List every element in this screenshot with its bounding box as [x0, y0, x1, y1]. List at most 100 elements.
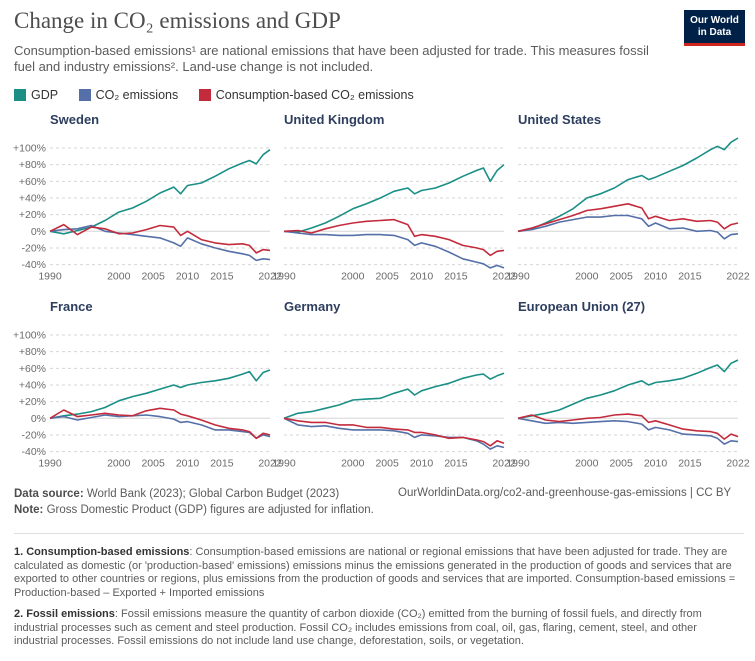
series-line-consumption[interactable] — [517, 203, 739, 233]
series-line-co2[interactable] — [517, 417, 739, 445]
legend-item-gdp[interactable]: GDP — [14, 88, 58, 102]
logo-line-2: in Data — [697, 27, 732, 38]
legend-swatch-gdp — [14, 89, 26, 101]
footnote-1: 1. Consumption-based emissions: Consumpt… — [14, 546, 742, 600]
y-tick-label: +20% — [19, 209, 46, 221]
series-line-co2[interactable] — [49, 414, 271, 440]
x-tick-label: 2010 — [410, 458, 434, 470]
x-tick-label: 2010 — [644, 458, 668, 470]
panel-germany: Germany 1990 2000 2005 2010 2015 2022 — [272, 299, 516, 470]
data-source: Data source: World Bank (2023); Global C… — [14, 487, 744, 502]
footnote-2-label: 2. Fossil emissions — [14, 608, 115, 620]
footer-divider — [14, 533, 744, 534]
note-label: Note: — [14, 504, 44, 516]
series-line-gdp[interactable] — [49, 149, 271, 235]
x-tick-label: 2000 — [341, 271, 365, 283]
data-source-text: World Bank (2023); Global Carbon Budget … — [86, 488, 340, 500]
x-tick-label: 2005 — [609, 458, 633, 470]
x-tick-label: 2015 — [678, 271, 702, 283]
y-tick-label: +60% — [19, 176, 46, 188]
series-line-gdp[interactable] — [283, 372, 505, 420]
chart-subtitle: Consumption-based emissions¹ are nationa… — [14, 43, 649, 74]
series-line-gdp[interactable] — [49, 369, 271, 420]
x-tick-label: 2000 — [107, 458, 131, 470]
y-tick-label: +40% — [19, 192, 46, 204]
legend-item-co2[interactable]: CO₂ emissions — [78, 88, 179, 102]
panel-title: France — [50, 299, 93, 314]
x-tick-label: 1990 — [272, 271, 296, 283]
x-tick-label: 2022 — [726, 458, 750, 470]
x-tick-label: 2015 — [210, 271, 234, 283]
series-line-co2[interactable] — [283, 417, 505, 450]
panel-title: United States — [518, 112, 601, 127]
x-tick-label: 1990 — [506, 458, 530, 470]
y-tick-label: -40% — [21, 259, 46, 271]
source-url-link[interactable]: OurWorldinData.org/co2-and-greenhouse-ga… — [398, 487, 732, 499]
series-line-gdp[interactable] — [517, 359, 739, 420]
series-line-gdp[interactable] — [283, 164, 505, 233]
y-tick-label: 0% — [31, 226, 46, 238]
panel-title: Sweden — [50, 112, 99, 127]
small-multiples-chart: Sweden+100%+80%+60%+40%+20%0%-20%-40%199… — [13, 112, 750, 470]
panel-title: Germany — [284, 299, 341, 314]
chart-title: Change in CO₂ emissions and GDP — [14, 8, 341, 33]
x-tick-label: 2015 — [444, 271, 468, 283]
y-tick-label: -20% — [21, 429, 46, 441]
series-line-consumption[interactable] — [283, 417, 505, 447]
panel-title: European Union (27) — [518, 299, 645, 314]
x-tick-label: 2000 — [575, 458, 599, 470]
x-tick-label: 2005 — [609, 271, 633, 283]
x-tick-label: 2022 — [492, 458, 516, 470]
x-tick-label: 2022 — [258, 458, 282, 470]
series-line-consumption[interactable] — [49, 223, 271, 254]
x-tick-label: 2005 — [375, 458, 399, 470]
series-line-consumption[interactable] — [283, 218, 505, 257]
x-tick-label: 2005 — [141, 458, 165, 470]
x-tick-label: 2022 — [258, 271, 282, 283]
y-tick-label: -20% — [21, 242, 46, 254]
series-line-consumption[interactable] — [49, 407, 271, 440]
legend: GDP CO₂ emissions Consumption-based CO₂ … — [14, 88, 431, 104]
panel-sweden: Sweden +100% +80% +60% +40% +20% 0% -20% -40%199… — [13, 112, 282, 283]
x-tick-label: 2010 — [176, 458, 200, 470]
series-line-co2[interactable] — [49, 224, 271, 262]
series-line-consumption[interactable] — [517, 413, 739, 440]
owid-logo[interactable]: Our World in Data — [684, 10, 745, 46]
series-line-co2[interactable] — [283, 230, 505, 269]
panel-united-states: United States 1990 2000 2005 2010 2015 2022 — [506, 112, 750, 283]
legend-swatch-co2 — [78, 89, 91, 101]
x-tick-label: 2000 — [341, 458, 365, 470]
panel-france: France +100% +80% +60% +40% +20% 0% -20% -40%199… — [13, 299, 282, 470]
x-tick-label: 2000 — [575, 271, 599, 283]
legend-label-gdp: GDP — [31, 88, 59, 102]
legend-item-consumption[interactable]: Consumption-based CO₂ emissions — [198, 88, 414, 102]
footnote-1-text: : Consumption-based emissions are nation… — [14, 546, 736, 599]
x-tick-label: 2022 — [726, 271, 750, 283]
y-tick-label: 0% — [31, 413, 46, 425]
legend-label-consumption: Consumption-based CO₂ emissions — [215, 88, 414, 102]
x-tick-label: 2015 — [210, 458, 234, 470]
x-tick-label: 2010 — [176, 271, 200, 283]
logo-line-1: Our World — [690, 15, 739, 26]
y-tick-label: +80% — [19, 346, 46, 358]
y-tick-label: -40% — [21, 446, 46, 458]
x-tick-label: 2015 — [444, 458, 468, 470]
y-tick-label: +100% — [13, 143, 46, 155]
x-tick-label: 1990 — [506, 271, 530, 283]
series-line-gdp[interactable] — [517, 137, 739, 233]
x-tick-label: 1990 — [38, 458, 62, 470]
y-tick-label: +60% — [19, 363, 46, 375]
x-tick-label: 2005 — [141, 271, 165, 283]
series-line-co2[interactable] — [517, 214, 739, 240]
x-tick-label: 1990 — [38, 271, 62, 283]
panel-united-kingdom: United Kingdom 1990 2000 2005 2010 2015 2022 — [272, 112, 516, 283]
legend-swatch-consumption — [198, 89, 211, 101]
x-tick-label: 1990 — [272, 458, 296, 470]
panel-title: United Kingdom — [284, 112, 384, 127]
x-tick-label: 2010 — [644, 271, 668, 283]
note: Note: Gross Domestic Product (GDP) figur… — [14, 503, 744, 518]
footnote-2: 2. Fossil emissions: Fossil emissions me… — [14, 608, 742, 649]
legend-label-co2: CO₂ emissions — [95, 88, 179, 102]
x-tick-label: 2005 — [375, 271, 399, 283]
note-text: Gross Domestic Product (GDP) figures are… — [46, 504, 374, 516]
